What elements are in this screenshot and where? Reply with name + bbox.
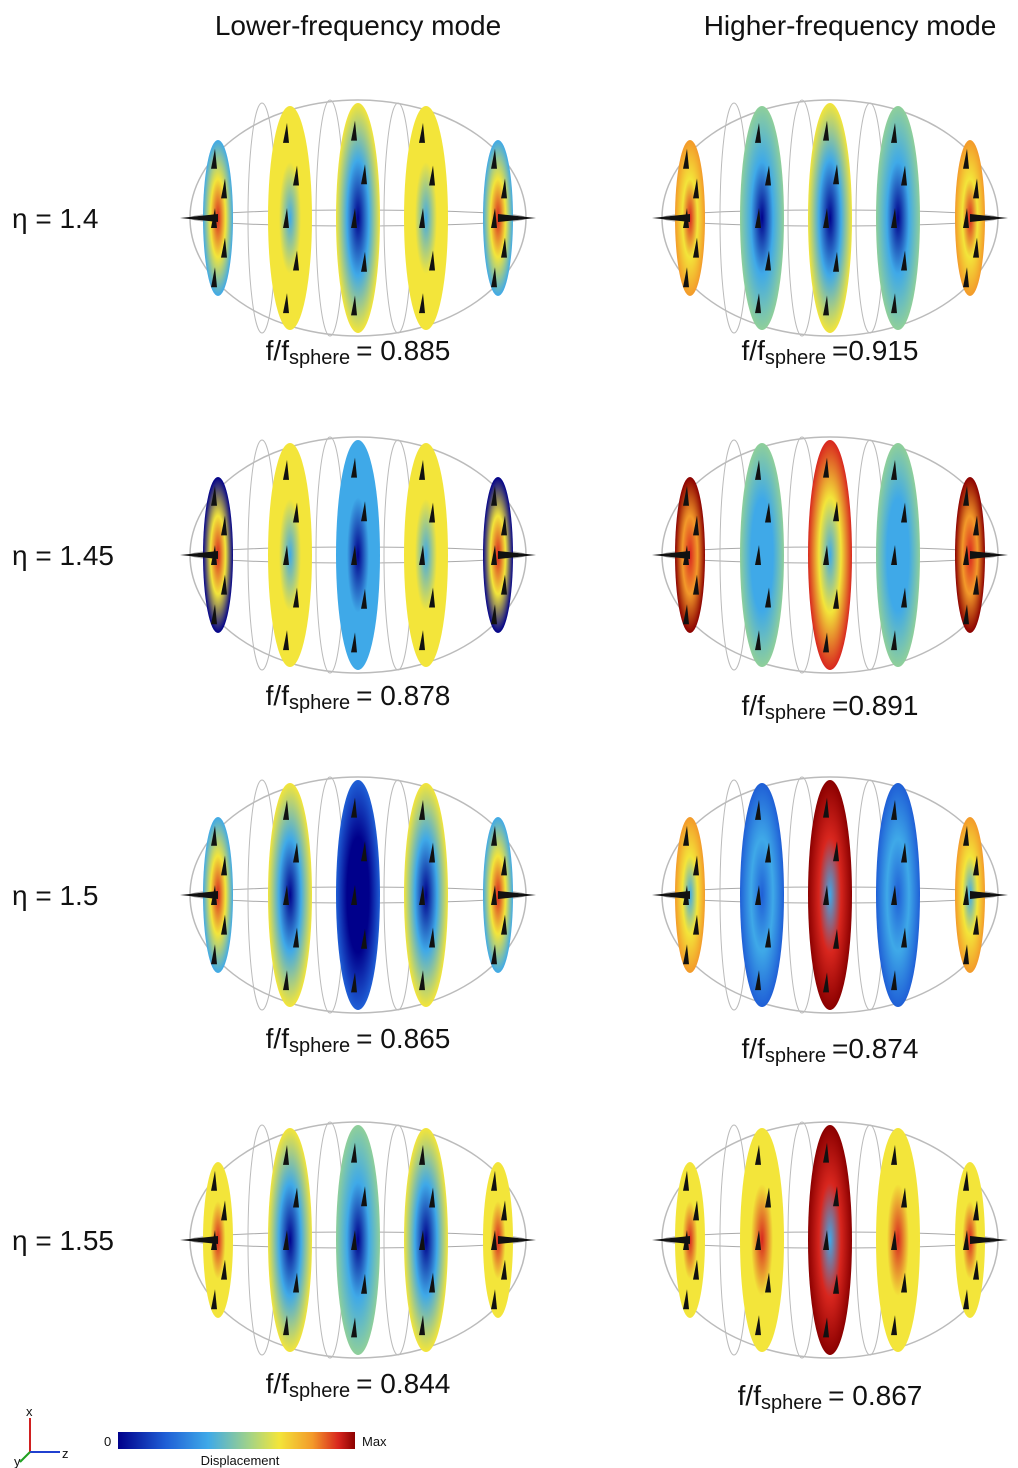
frequency-subscript: sphere — [761, 1392, 822, 1414]
ellipsoid-panel — [652, 100, 1008, 336]
frequency-prefix: f/f — [266, 1368, 290, 1399]
colorbar-title: Displacement — [201, 1453, 280, 1468]
frequency-subscript: sphere — [289, 347, 350, 369]
disc — [336, 440, 380, 670]
frequency-value: = 0.885 — [356, 335, 450, 366]
frequency-prefix: f/f — [742, 1033, 766, 1064]
ellipsoid-panel — [180, 777, 536, 1013]
frequency-prefix: f/f — [742, 690, 766, 721]
frequency-value: = 0.844 — [356, 1368, 450, 1399]
disc — [336, 780, 380, 1010]
frequency-prefix: f/f — [266, 680, 290, 711]
axis-label: y — [14, 1454, 21, 1468]
ellipsoid-panel — [652, 437, 1008, 673]
disc — [876, 1128, 920, 1352]
disc — [404, 1128, 448, 1352]
disc — [268, 443, 312, 667]
frequency-value: =0.915 — [832, 335, 918, 366]
colorbar: 0 Max Displacement — [104, 1432, 387, 1468]
disc — [268, 106, 312, 330]
eta-label: η = 1.45 — [12, 540, 114, 571]
frequency-value: = 0.878 — [356, 680, 450, 711]
disc — [268, 1128, 312, 1352]
frequency-value: =0.874 — [832, 1033, 918, 1064]
axis-label: z — [62, 1446, 69, 1461]
disc — [740, 783, 784, 1007]
disc — [808, 440, 852, 670]
disc — [808, 103, 852, 333]
axis-triad: x z y — [14, 1404, 69, 1468]
frequency-value: = 0.867 — [828, 1380, 922, 1411]
figure: Lower-frequency mode Higher-frequency mo… — [0, 0, 1018, 1468]
ellipsoid-panel — [180, 1122, 536, 1358]
frequency-label: f/fsphere = 0.844 — [266, 1368, 451, 1402]
ellipsoid-panel — [180, 100, 536, 336]
disc — [876, 783, 920, 1007]
ellipsoid-panel — [652, 1122, 1008, 1358]
frequency-prefix: f/f — [738, 1380, 762, 1411]
frequency-subscript: sphere — [765, 347, 826, 369]
disc — [404, 783, 448, 1007]
disc — [336, 1125, 380, 1355]
disc — [740, 1128, 784, 1352]
disc — [876, 106, 920, 330]
column-header: Lower-frequency mode — [215, 10, 501, 41]
disc — [404, 106, 448, 330]
frequency-label: f/fsphere = 0.865 — [266, 1023, 451, 1057]
disc — [740, 443, 784, 667]
frequency-subscript: sphere — [289, 692, 350, 714]
column-header: Higher-frequency mode — [704, 10, 997, 41]
eta-label: η = 1.5 — [12, 880, 98, 911]
axis-label: x — [26, 1404, 33, 1419]
frequency-label: f/fsphere =0.891 — [742, 690, 919, 724]
eta-label: η = 1.55 — [12, 1225, 114, 1256]
ellipsoid-panel — [180, 437, 536, 673]
frequency-prefix: f/f — [266, 1023, 290, 1054]
disc — [740, 106, 784, 330]
disc — [808, 780, 852, 1010]
frequency-label: f/fsphere = 0.867 — [738, 1380, 923, 1414]
frequency-value: = 0.865 — [356, 1023, 450, 1054]
frequency-prefix: f/f — [742, 335, 766, 366]
disc — [876, 443, 920, 667]
frequency-subscript: sphere — [289, 1035, 350, 1057]
frequency-label: f/fsphere = 0.878 — [266, 680, 451, 714]
disc — [808, 1125, 852, 1355]
disc — [404, 443, 448, 667]
disc — [268, 783, 312, 1007]
colorbar-min: 0 — [104, 1434, 111, 1449]
colorbar-max: Max — [362, 1434, 387, 1449]
frequency-label: f/fsphere =0.874 — [742, 1033, 919, 1067]
eta-label: η = 1.4 — [12, 203, 98, 234]
frequency-subscript: sphere — [289, 1380, 350, 1402]
panels: η = 1.4f/fsphere= 0.885f/fsphere=0.915η … — [12, 100, 1008, 1414]
frequency-label: f/fsphere =0.915 — [742, 335, 919, 369]
frequency-prefix: f/f — [266, 335, 290, 366]
ellipsoid-panel — [652, 777, 1008, 1013]
colorbar-gradient — [118, 1432, 355, 1449]
frequency-value: =0.891 — [832, 690, 918, 721]
frequency-subscript: sphere — [765, 702, 826, 724]
frequency-label: f/fsphere = 0.885 — [266, 335, 451, 369]
frequency-subscript: sphere — [765, 1045, 826, 1067]
disc — [336, 103, 380, 333]
